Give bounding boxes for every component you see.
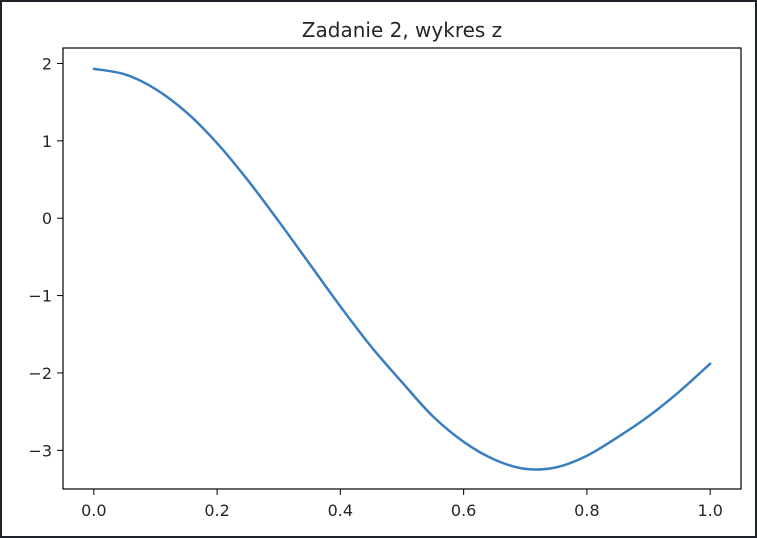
x-tick-label: 0.2 xyxy=(204,501,229,520)
x-tick-label: 0.0 xyxy=(81,501,106,520)
y-tick-label: 1 xyxy=(42,132,52,151)
chart-title: Zadanie 2, wykres z xyxy=(302,18,502,42)
x-tick-label: 1.0 xyxy=(697,501,722,520)
series-group xyxy=(92,67,712,471)
x-tick-label: 0.8 xyxy=(574,501,599,520)
y-tick-label: −3 xyxy=(28,441,52,460)
y-tick-label: 0 xyxy=(42,209,52,228)
y-tick-label: −2 xyxy=(28,364,52,383)
y-tick-label: −1 xyxy=(28,287,52,306)
x-tick-label: 0.4 xyxy=(328,501,353,520)
series-line xyxy=(92,67,712,471)
axes-frame xyxy=(62,47,742,490)
x-tick-label: 0.6 xyxy=(451,501,476,520)
y-tick-label: 2 xyxy=(42,54,52,73)
y-axis: 2 1 0 −1 −2 −3 xyxy=(28,54,63,460)
x-axis: 0.0 0.2 0.4 0.6 0.8 1.0 xyxy=(81,489,723,520)
